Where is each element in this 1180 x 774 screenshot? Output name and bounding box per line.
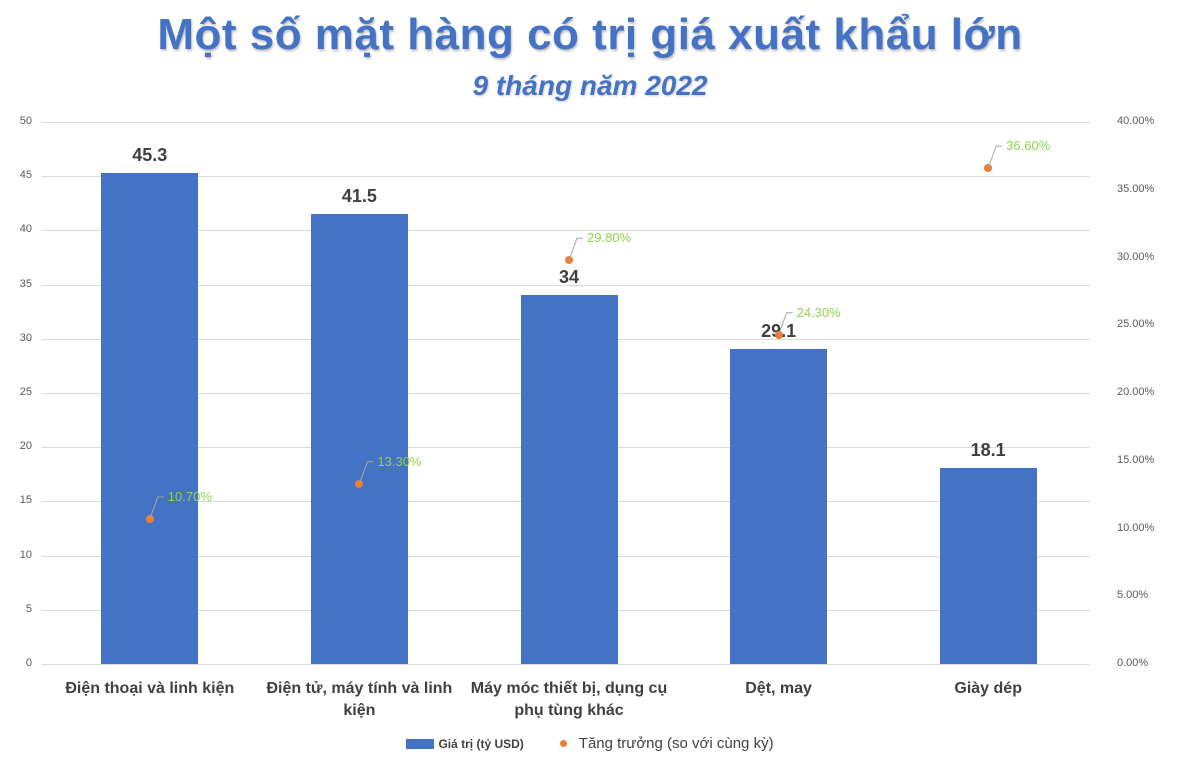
growth-label: 10.70% — [167, 489, 212, 504]
bar-value-label: 18.1 — [970, 439, 1006, 460]
y-axis-left-tick: 10 — [19, 548, 32, 561]
y-axis-right-tick: 20.00% — [1117, 386, 1155, 398]
y-axis-right-tick: 25.00% — [1117, 318, 1155, 331]
y-axis-left-tick: 40 — [19, 223, 32, 236]
y-axis-left-tick: 35 — [19, 277, 32, 290]
legend: Giá trị (tỷ USD) Tăng trưởng (so với cùn… — [0, 735, 1180, 752]
chart-subtitle: 9 tháng năm 2022 — [472, 70, 708, 101]
y-axis-right-tick: 30.00% — [1117, 250, 1155, 263]
legend-label-value: Giá trị (tỷ USD) — [438, 736, 524, 751]
y-axis-right-tick: 35.00% — [1117, 182, 1155, 195]
y-axis-left-tick: 5 — [25, 602, 32, 615]
bar-value-label: 45.3 — [132, 144, 168, 165]
gridline — [42, 284, 1090, 286]
bar — [939, 467, 1037, 664]
growth-label: 29.80% — [587, 230, 632, 246]
bar — [730, 348, 828, 664]
bar — [520, 295, 618, 664]
bar-swatch-icon — [406, 738, 435, 749]
x-axis-category-label: Dệt, may — [745, 680, 812, 697]
x-axis-category-label: Điện tử, máy tính và linh kiện — [266, 680, 453, 719]
growth-label: 24.30% — [796, 304, 841, 320]
chart-title: Một số mặt hàng có trị giá xuất khẩu lớn — [157, 10, 1023, 59]
growth-point — [774, 330, 783, 339]
x-axis-category-label: Điện thoại và linh kiện — [65, 680, 235, 697]
y-axis-right-tick: 40.00% — [1117, 115, 1155, 127]
y-axis-left-tick: 0 — [25, 657, 32, 669]
gridline — [42, 176, 1090, 178]
legend-label-growth: Tăng trưởng (so với cùng kỳ) — [578, 735, 774, 752]
y-axis-left-tick: 15 — [19, 494, 32, 507]
growth-label: 36.60% — [1006, 138, 1051, 154]
y-axis-left-tick: 30 — [19, 331, 32, 344]
legend-item-value: Giá trị (tỷ USD) — [406, 736, 524, 751]
bar-value-label: 29.1 — [709, 321, 849, 342]
y-axis-right-tick: 10.00% — [1117, 521, 1155, 534]
dot-swatch-icon — [559, 740, 567, 747]
y-axis-right-tick: 0.00% — [1117, 657, 1149, 669]
growth-label: 13.30% — [377, 453, 422, 469]
y-axis-right-tick: 15.00% — [1117, 453, 1155, 466]
gridline — [42, 664, 1090, 665]
y-axis-left-tick: 20 — [19, 440, 32, 453]
y-axis-left-tick: 45 — [19, 169, 32, 182]
bar — [101, 172, 199, 664]
x-axis-category-label: Máy móc thiết bị, dụng cụ phụ tùng khác — [470, 680, 668, 719]
y-axis-left-tick: 50 — [19, 115, 32, 127]
y-axis-left-tick: 25 — [19, 386, 32, 398]
bar-value-label: 34 — [558, 267, 580, 288]
bar-value-label: 41.5 — [341, 186, 377, 207]
bar — [310, 214, 408, 664]
gridline — [42, 122, 1090, 123]
y-axis-right-tick: 5.00% — [1117, 589, 1149, 602]
x-axis-category-label: Giày dép — [954, 680, 1022, 697]
gridline — [42, 230, 1090, 232]
legend-item-growth: Tăng trưởng (so với cùng kỳ) — [559, 735, 774, 752]
